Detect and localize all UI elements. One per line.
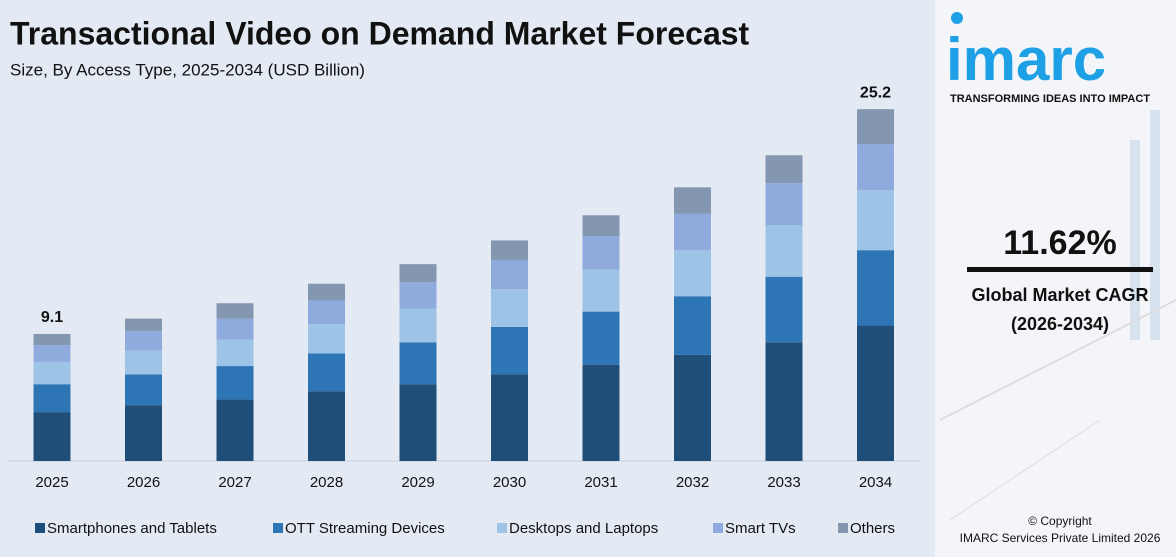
bar-segment	[125, 405, 162, 461]
sidebar-panel	[935, 0, 1176, 557]
cagr-value: 11.62%	[1003, 224, 1116, 262]
legend-label: Others	[850, 520, 895, 537]
bar-segment	[857, 144, 894, 191]
x-tick-label: 2029	[401, 474, 434, 491]
bar-segment	[582, 311, 620, 365]
bar-segment	[399, 282, 437, 309]
chart-title: Transactional Video on Demand Market For…	[10, 15, 750, 51]
bar-segment	[216, 339, 254, 367]
x-tick-label: 2025	[35, 474, 68, 491]
bar-segment	[857, 325, 894, 461]
bar-segment	[491, 289, 528, 327]
bar-segment	[674, 250, 711, 297]
bar-segment	[765, 342, 803, 461]
x-tick-label: 2027	[218, 474, 251, 491]
bar-segment	[857, 250, 894, 326]
x-tick-label: 2026	[127, 474, 160, 491]
company: IMARC Services Private Limited 2026	[960, 531, 1161, 545]
total-label: 25.2	[860, 84, 891, 101]
bar-segment	[765, 276, 803, 343]
sidebar-decoration	[939, 110, 1176, 521]
bar-segment	[399, 264, 437, 283]
bar-segment	[765, 225, 803, 277]
bar-segment	[674, 354, 711, 461]
bar-segment	[125, 374, 162, 406]
bar-segment	[582, 236, 620, 270]
bar-segment	[125, 331, 162, 351]
bar-segment	[399, 384, 437, 461]
bar-segment	[765, 155, 803, 184]
bar-segment	[33, 361, 71, 385]
bar-segment	[308, 324, 345, 354]
tagline: TRANSFORMING IDEAS INTO IMPACT	[950, 93, 1150, 105]
bar-segment	[216, 399, 254, 461]
x-tick-label: 2034	[859, 474, 892, 491]
legend-label: Smartphones and Tablets	[47, 520, 217, 537]
x-tick-label: 2030	[493, 474, 526, 491]
bar-segment	[308, 391, 345, 461]
x-tick-label: 2032	[676, 474, 709, 491]
bar-segment	[216, 303, 254, 319]
cagr-period: (2026-2034)	[1011, 314, 1109, 334]
legend-swatch	[35, 523, 45, 533]
x-tick-label: 2031	[584, 474, 617, 491]
bar-segment	[674, 213, 711, 251]
bar-segment	[399, 308, 437, 343]
bar-segment	[582, 269, 620, 312]
total-label: 9.1	[41, 309, 63, 326]
logo-dot	[951, 12, 963, 24]
bar-segment	[308, 300, 345, 325]
x-tick-label: 2028	[310, 474, 343, 491]
bar-segment	[33, 412, 71, 461]
bar-segment	[491, 240, 528, 260]
bar-segment	[125, 350, 162, 375]
bar-segment	[33, 384, 71, 413]
bar-segment	[674, 296, 711, 355]
bar-segment	[399, 342, 437, 385]
bar-segment	[216, 318, 254, 340]
bar-segment	[308, 353, 345, 392]
bar-segment	[491, 374, 528, 461]
legend-label: Desktops and Laptops	[509, 520, 658, 537]
cagr-label: Global Market CAGR	[971, 285, 1148, 305]
legend-swatch	[497, 523, 507, 533]
chart-subtitle: Size, By Access Type, 2025-2034 (USD Bil…	[10, 60, 365, 79]
legend-label: Smart TVs	[725, 520, 796, 537]
cagr-rule	[967, 267, 1153, 272]
bar-segment	[308, 283, 345, 301]
bar-segment	[33, 345, 71, 362]
bar-segment	[857, 109, 894, 145]
logo: imarc	[946, 26, 1106, 93]
legend-label: OTT Streaming Devices	[285, 520, 445, 537]
bar-segment	[582, 215, 620, 237]
bar-segment	[33, 333, 71, 346]
bar-segment	[216, 366, 254, 400]
bar-segment	[125, 318, 162, 332]
legend-swatch	[838, 523, 848, 533]
x-tick-label: 2033	[767, 474, 800, 491]
legend-swatch	[713, 523, 723, 533]
bar-segment	[491, 326, 528, 375]
copyright: © Copyright	[1028, 514, 1092, 528]
bar-segment	[765, 183, 803, 226]
legend-swatch	[273, 523, 283, 533]
bar-segment	[582, 364, 620, 461]
bar-segment	[857, 190, 894, 251]
bar-segment	[674, 187, 711, 214]
bar-segment	[491, 259, 528, 290]
